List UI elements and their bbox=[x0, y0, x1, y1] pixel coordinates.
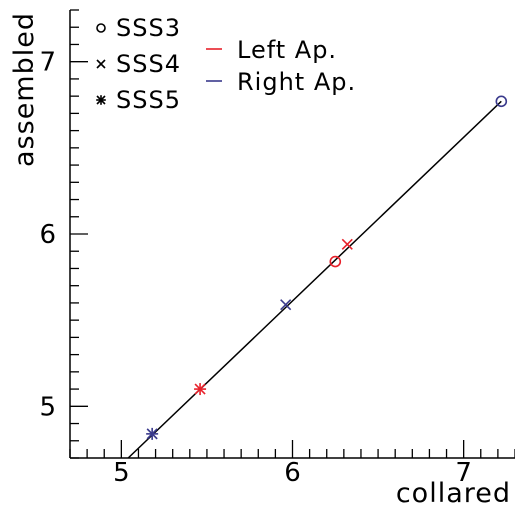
circle-mark bbox=[329, 255, 342, 268]
legend-label-left-ap: Left Ap. bbox=[237, 36, 337, 64]
cross-stroke bbox=[280, 299, 292, 311]
legend-label-sss4: SSS4 bbox=[116, 50, 181, 78]
circle-legend-symbol bbox=[96, 23, 106, 33]
legend-label-sss5: SSS5 bbox=[116, 86, 181, 114]
y-tick-label: 5 bbox=[39, 392, 56, 422]
y-tick-label: 7 bbox=[39, 48, 56, 78]
y-axis-title: assembled bbox=[9, 12, 40, 167]
data-point-sss3 bbox=[329, 255, 342, 268]
data-point-sss5 bbox=[194, 383, 207, 396]
x-axis-title: collared bbox=[396, 478, 511, 506]
data-point-sss4 bbox=[341, 238, 353, 250]
y-tick-label: 6 bbox=[39, 220, 56, 250]
circle-mark bbox=[96, 23, 106, 33]
fit-line bbox=[127, 100, 502, 459]
star-legend-symbol bbox=[96, 95, 106, 105]
x-tick-label: 5 bbox=[113, 458, 130, 488]
circle-mark bbox=[495, 95, 508, 108]
data-point-sss5 bbox=[146, 427, 159, 440]
cross-stroke bbox=[96, 59, 106, 69]
cross-legend-symbol bbox=[96, 59, 106, 69]
x-tick-label: 6 bbox=[284, 458, 301, 488]
data-point-sss3 bbox=[495, 95, 508, 108]
cross-stroke bbox=[341, 238, 353, 250]
legend-label-sss3: SSS3 bbox=[116, 14, 181, 42]
x-tick-label: 7 bbox=[455, 458, 472, 488]
legend-label-right-ap: Right Ap. bbox=[237, 68, 356, 96]
data-point-sss4 bbox=[280, 299, 292, 311]
